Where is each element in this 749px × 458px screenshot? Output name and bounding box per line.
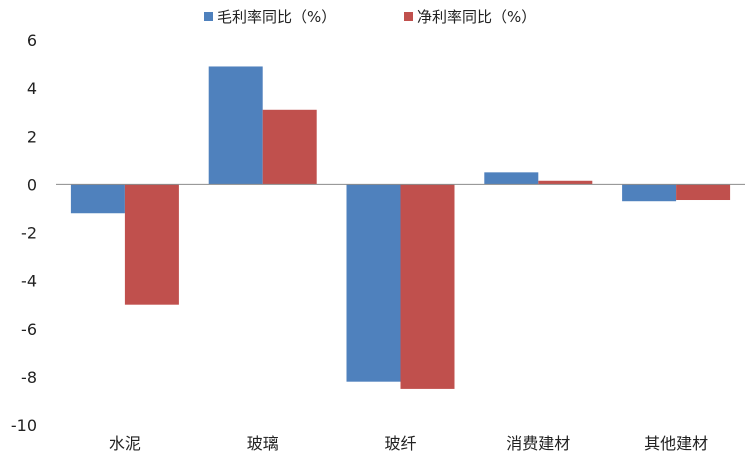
bars: [70, 66, 731, 389]
bar: [538, 180, 593, 185]
y-tick-label: -10: [11, 416, 37, 435]
y-tick-label: 6: [27, 31, 37, 50]
bar: [676, 184, 731, 201]
y-tick-label: 2: [27, 127, 37, 146]
legend-label: 净利率同比（%）: [417, 8, 536, 26]
legend: 毛利率同比（%） 净利率同比（%）: [204, 8, 536, 26]
bar: [484, 172, 539, 185]
y-tick-label: 4: [27, 79, 37, 98]
legend-swatch: [404, 12, 413, 21]
bar: [124, 184, 179, 305]
x-category-label: 玻纤: [384, 434, 416, 453]
bar: [400, 184, 455, 389]
legend-swatch: [204, 12, 213, 21]
bar: [346, 184, 401, 382]
x-category-label: 其他建材: [644, 434, 708, 453]
x-category-label: 玻璃: [247, 434, 279, 453]
y-axis: 6 4 2 0 -2 -4 -6 -8 -10: [11, 31, 37, 435]
bar: [262, 109, 317, 185]
y-tick-label: -6: [21, 320, 37, 339]
bar: [208, 66, 263, 185]
y-tick-label: 0: [27, 175, 37, 194]
x-axis: 水泥 玻璃 玻纤 消费建材 其他建材: [56, 183, 745, 453]
bar: [622, 184, 677, 202]
y-tick-label: -8: [21, 368, 37, 387]
legend-label: 毛利率同比（%）: [217, 8, 336, 26]
x-category-label: 水泥: [109, 434, 141, 453]
bar: [70, 184, 125, 214]
x-category-label: 消费建材: [506, 434, 570, 453]
y-tick-label: -4: [21, 272, 37, 291]
y-tick-label: -2: [21, 224, 37, 243]
